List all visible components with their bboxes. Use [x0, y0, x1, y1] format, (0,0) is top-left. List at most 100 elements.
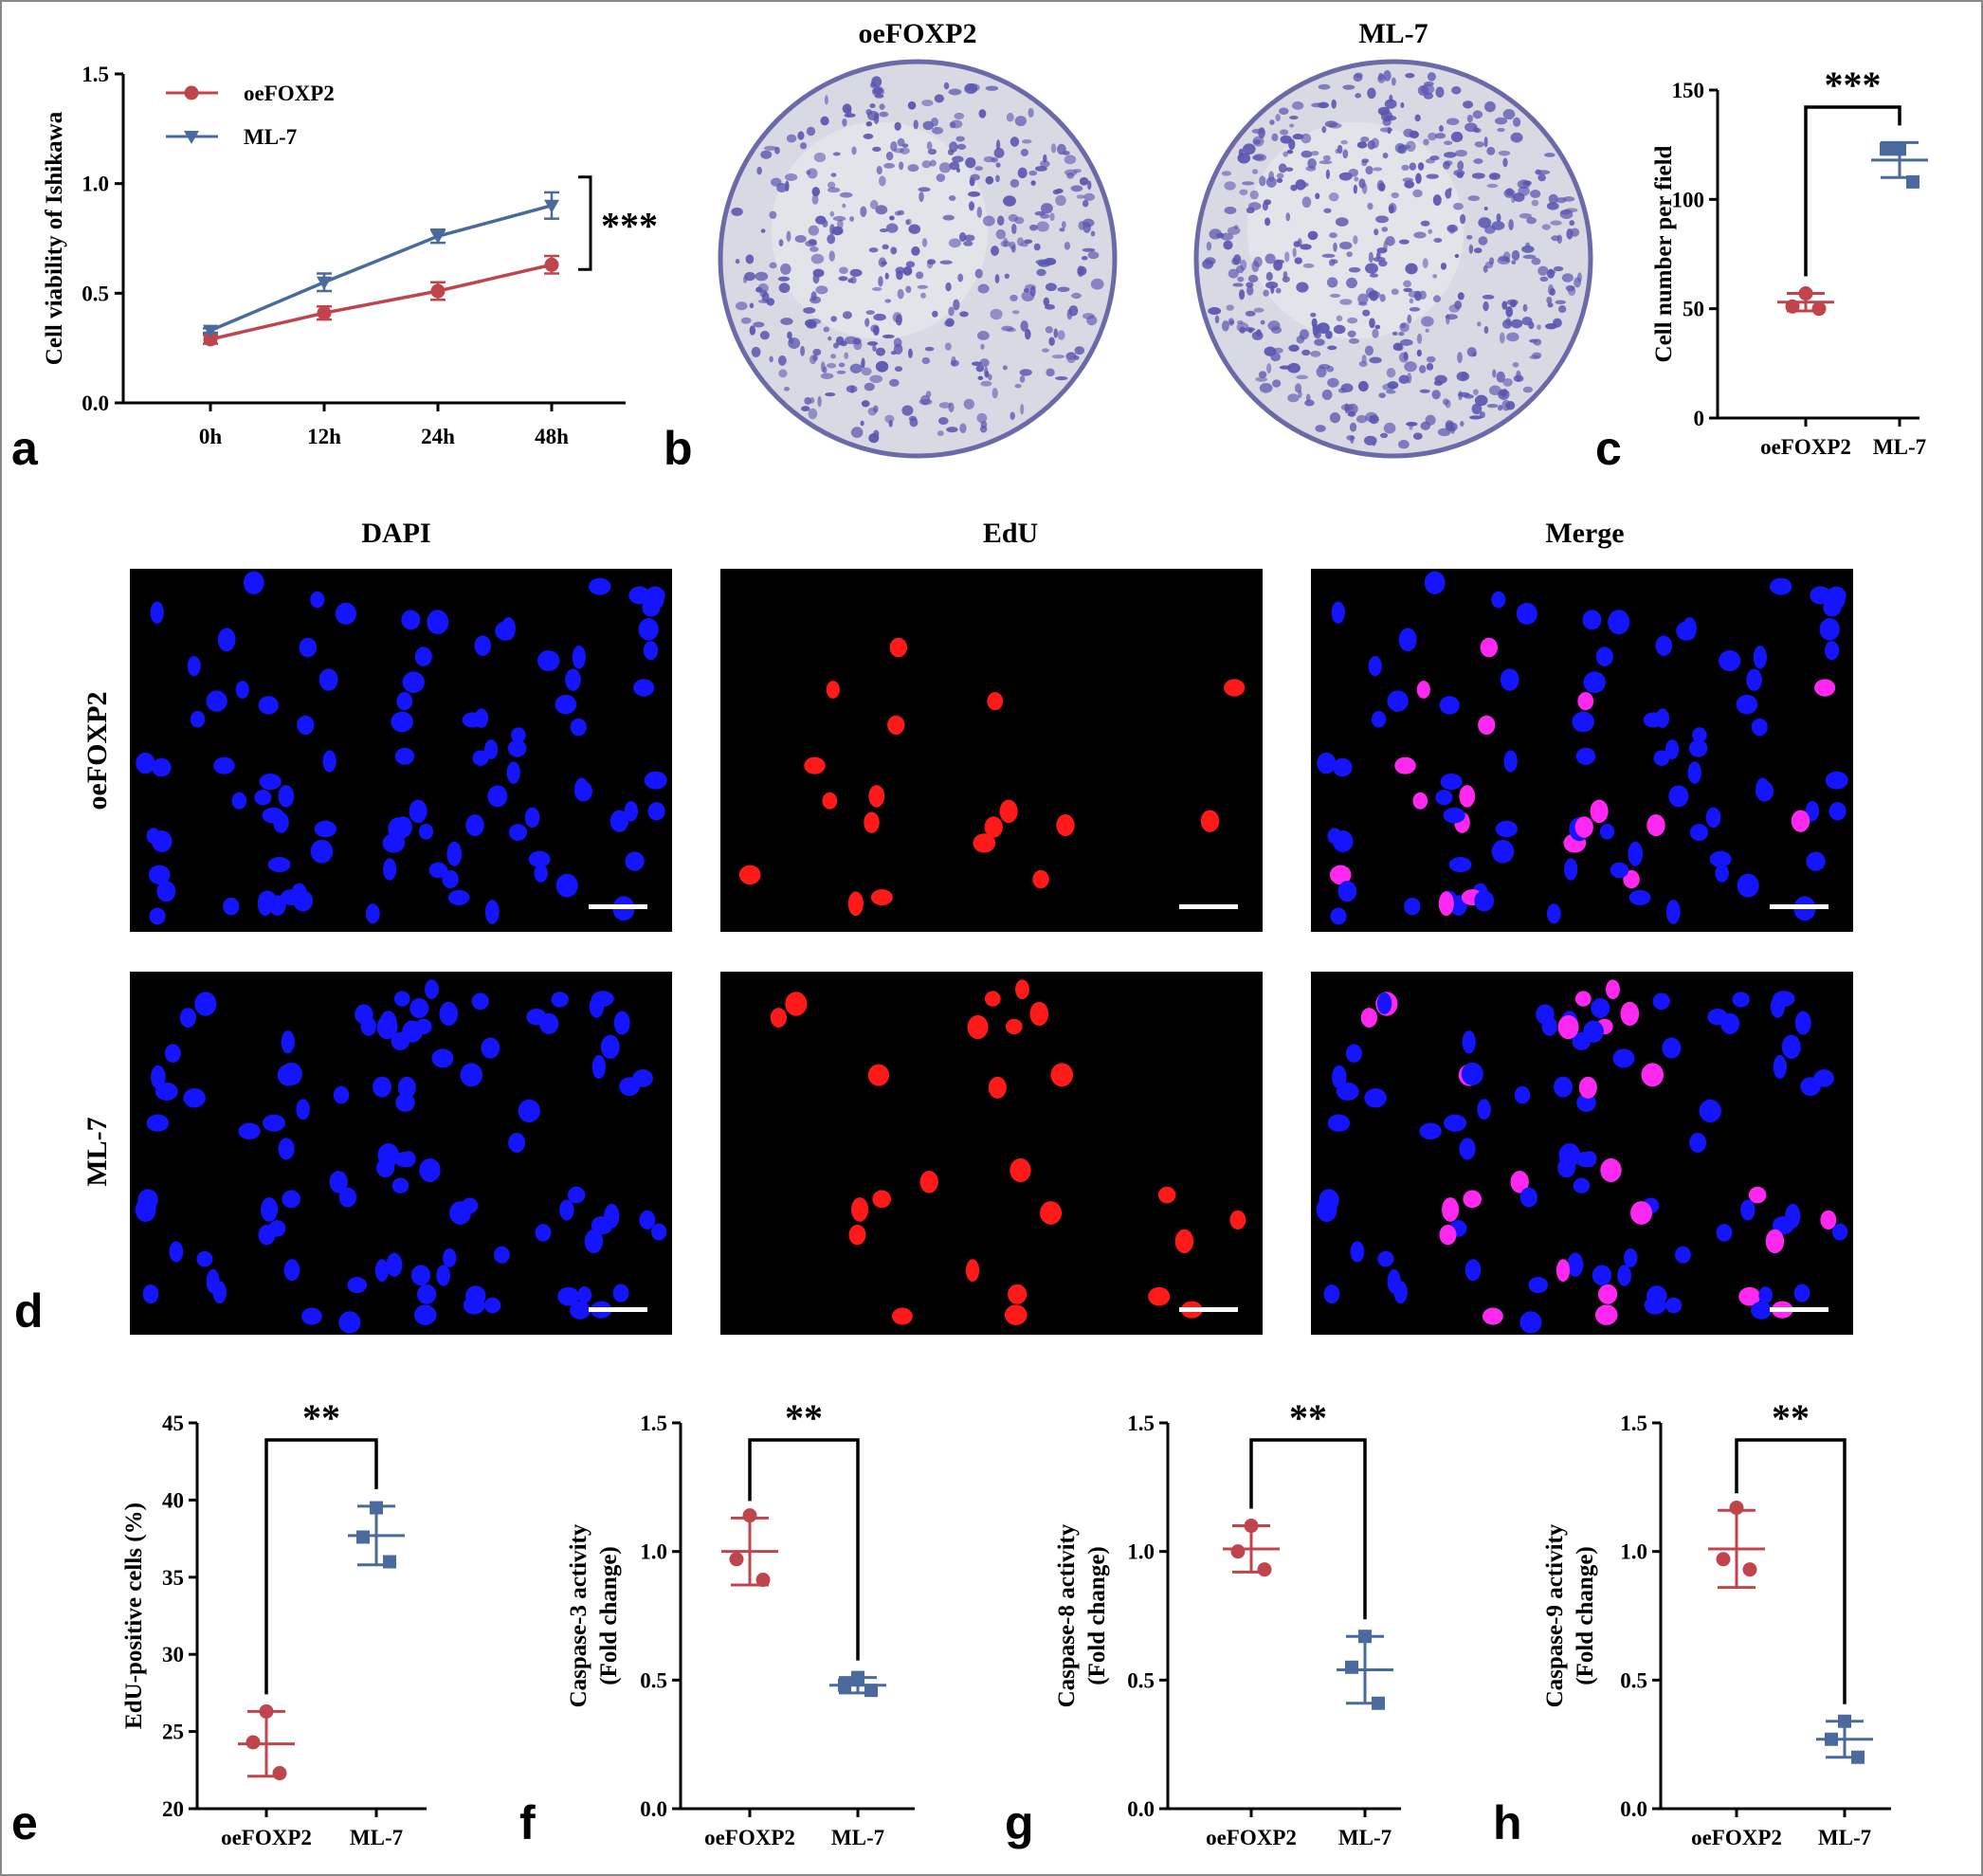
colony: [1511, 249, 1520, 261]
colony: [951, 355, 956, 367]
cell-nucleus: [851, 1197, 869, 1222]
colony: [976, 412, 988, 424]
colony: [1247, 274, 1259, 283]
cell-nucleus: [1665, 1297, 1683, 1314]
colony: [1398, 439, 1410, 449]
colony: [1510, 132, 1523, 143]
micro-image-r1-c1: [720, 972, 1263, 1335]
colony: [1401, 164, 1410, 172]
cell-nucleus: [584, 1229, 604, 1254]
colony: [1557, 305, 1567, 314]
colony: [1357, 293, 1369, 305]
cell-nucleus: [1323, 1284, 1340, 1304]
colony: [1363, 435, 1377, 446]
colony: [1463, 100, 1474, 109]
cell-nucleus: [1442, 1197, 1460, 1222]
colony: [1522, 303, 1528, 313]
colony: [1284, 251, 1290, 263]
cell-nucleus: [1555, 1259, 1571, 1283]
colony: [1545, 322, 1557, 330]
colony: [868, 247, 879, 253]
colony: [872, 146, 882, 153]
colony: [1305, 393, 1311, 403]
cell-nucleus: [1350, 1241, 1365, 1263]
cell-nucleus: [293, 890, 314, 912]
colony: [996, 215, 1005, 227]
colony: [1506, 299, 1519, 306]
colony: [1369, 318, 1375, 329]
colony: [1276, 177, 1283, 184]
colony: [1319, 364, 1331, 370]
colony: [1537, 324, 1541, 330]
y-axis-label-line-1: (Fold change): [1084, 1546, 1110, 1685]
cell-nucleus: [1820, 1210, 1837, 1229]
cell-nucleus: [619, 1077, 640, 1096]
cell-nucleus: [238, 1122, 261, 1140]
cell-nucleus: [1371, 711, 1387, 728]
cell-nucleus: [425, 979, 439, 999]
cell-nucleus: [1337, 881, 1357, 902]
colony: [1418, 365, 1427, 373]
cell-nucleus: [397, 1076, 416, 1099]
cell-nucleus: [223, 897, 240, 916]
cell-nucleus: [1612, 1048, 1635, 1068]
colony: [832, 215, 846, 222]
data-point: [1358, 1630, 1372, 1644]
cell-nucleus: [1623, 869, 1640, 889]
colony: [976, 207, 983, 218]
cell-nucleus: [785, 992, 808, 1016]
cell-nucleus: [889, 637, 908, 658]
colony: [777, 355, 787, 366]
colony: [815, 285, 828, 295]
colony: [1445, 314, 1459, 320]
panel-label-b: b: [664, 422, 693, 475]
colony: [1228, 268, 1239, 279]
colony: [1365, 165, 1374, 175]
data-point: [1798, 286, 1813, 301]
cell-nucleus: [537, 650, 560, 672]
cell-nucleus: [967, 1014, 989, 1040]
colony: [1559, 209, 1574, 219]
colony: [1342, 149, 1349, 159]
colony: [1300, 244, 1312, 250]
colony: [1290, 184, 1298, 191]
colony: [849, 268, 863, 277]
cell-nucleus: [449, 1201, 472, 1225]
colony: [1406, 140, 1416, 153]
cell-nucleus: [1174, 1229, 1194, 1254]
colony: [1325, 169, 1330, 179]
colony: [1347, 330, 1356, 337]
colony: [1251, 261, 1260, 272]
colony: [1354, 176, 1359, 182]
colony: [1329, 232, 1337, 239]
panel-f-scatter-chart: 0.0 0.5 1.0 1.5 oeFOXP2 ML-7 Caspase-3 activit…: [566, 1396, 915, 1849]
colony: [1513, 374, 1524, 382]
colony: [824, 95, 828, 105]
cell-nucleus: [1699, 1099, 1721, 1123]
cell-nucleus: [1825, 771, 1848, 790]
colony: [948, 238, 961, 248]
colony: [1278, 107, 1289, 115]
colony: [907, 100, 917, 110]
colony: [1412, 189, 1423, 198]
colony: [872, 405, 879, 413]
colony: [1348, 168, 1359, 177]
colony: [1511, 260, 1517, 264]
cell-nucleus: [999, 799, 1018, 824]
colony: [1233, 225, 1239, 229]
cell-nucleus: [1519, 1187, 1538, 1208]
colony: [976, 331, 990, 340]
cell-nucleus: [1558, 1142, 1581, 1168]
colony: [1505, 318, 1512, 326]
colony: [1258, 127, 1265, 138]
colony: [1369, 356, 1382, 364]
cell-nucleus: [1463, 1190, 1483, 1209]
colony: [1497, 405, 1503, 411]
y-tick-label: 0.5: [640, 1668, 667, 1692]
cell-nucleus: [1329, 865, 1352, 885]
colony: [1273, 347, 1283, 354]
colony: [1362, 309, 1371, 317]
colony: [1425, 158, 1436, 164]
y-tick-label: 30: [162, 1643, 184, 1667]
colony: [1040, 159, 1050, 168]
